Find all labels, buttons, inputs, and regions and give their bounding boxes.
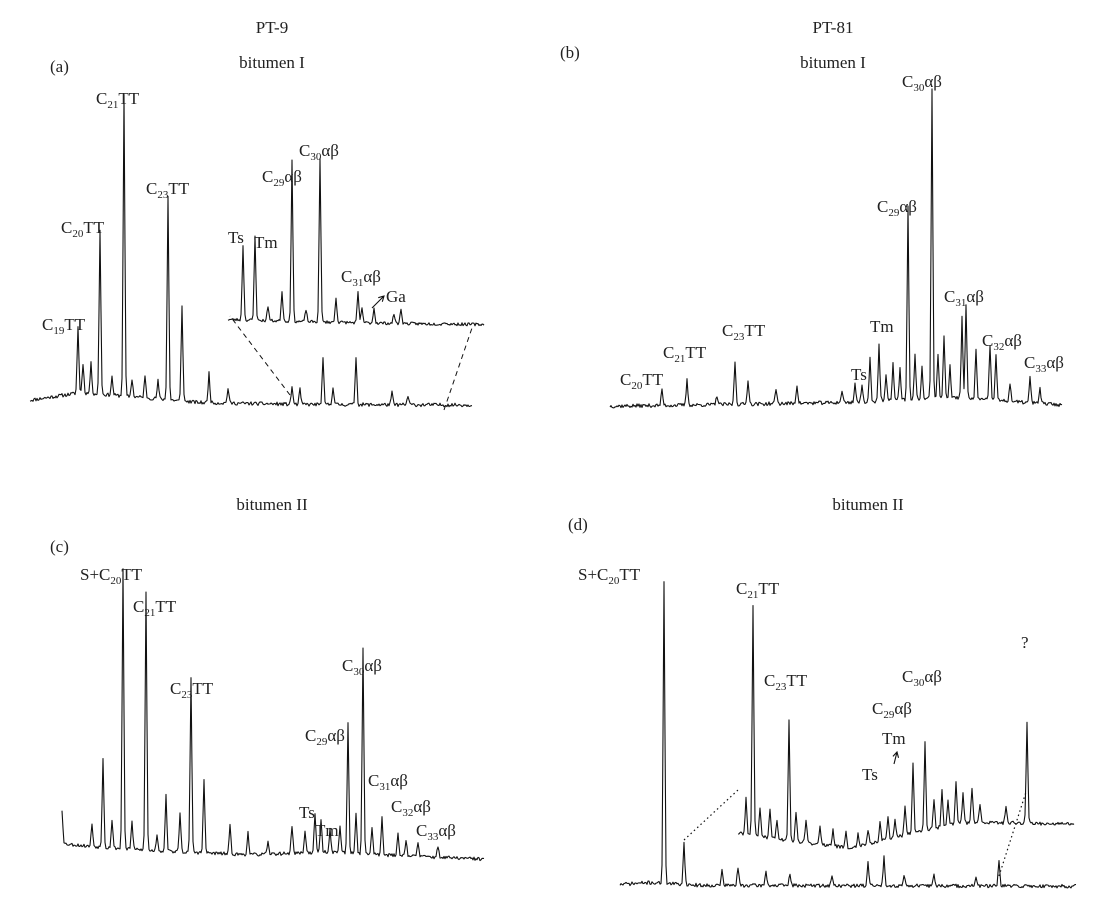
peak-label: C29αβ [872, 699, 912, 721]
panel-letter: (b) [560, 43, 580, 62]
panel-title: bitumen II [236, 495, 308, 514]
peak-label: C21TT [133, 597, 177, 619]
panel-title: bitumen I [800, 53, 866, 72]
peak-label: C31αβ [944, 287, 984, 309]
panel-a: PT-9 bitumen I (a) C19TT C20TT C21TT C23TT Ts Tm… [29, 18, 485, 411]
zoom-guide-line [443, 327, 473, 411]
peak-label: Ts [851, 365, 867, 384]
peak-label: C21TT [736, 579, 780, 601]
peak-label: C23TT [764, 671, 808, 693]
peak-label: S+C20TT [578, 565, 641, 587]
zoom-guide-line [229, 315, 291, 396]
peak-label: C32αβ [391, 797, 431, 819]
chromatogram-trace [29, 94, 473, 408]
peak-label: C29αβ [262, 167, 302, 189]
peak-label: Tm [870, 317, 894, 336]
peak-label: C30αβ [902, 72, 942, 94]
sample-label: PT-9 [256, 18, 288, 37]
peak-label: C30αβ [902, 667, 942, 689]
peak-label: C33αβ [1024, 353, 1064, 375]
chromatogram-trace [609, 88, 1063, 409]
panel-letter: (c) [50, 537, 69, 556]
panel-letter: (d) [568, 515, 588, 534]
inset-trace [737, 605, 1075, 850]
chromatogram-trace [619, 581, 1077, 889]
peak-label: C30αβ [342, 656, 382, 678]
peak-label: C21TT [96, 89, 140, 111]
sample-label: PT-81 [813, 18, 854, 37]
peak-label: C23TT [722, 321, 766, 343]
zoom-guide-line [683, 789, 739, 841]
peak-label: Ts [862, 765, 878, 784]
peak-label: C20TT [620, 370, 664, 392]
arrow-icon [892, 750, 900, 765]
peak-label: C31αβ [341, 267, 381, 289]
peak-label: Ts [299, 803, 315, 822]
zoom-guide-line [998, 791, 1027, 877]
peak-label: C29αβ [305, 726, 345, 748]
peak-label: C21TT [663, 343, 707, 365]
peak-label: S+C20TT [80, 565, 143, 587]
arrow-icon [371, 295, 385, 309]
panel-title: bitumen I [239, 53, 305, 72]
peak-label: C32αβ [982, 331, 1022, 353]
peak-label: C23TT [170, 679, 214, 701]
peak-label: Ga [386, 287, 406, 306]
panel-letter: (a) [50, 57, 69, 76]
inset-trace [227, 157, 485, 327]
peak-label: C31αβ [368, 771, 408, 793]
peak-label: C33αβ [416, 821, 456, 843]
peak-label: C29αβ [877, 197, 917, 219]
peak-label: C19TT [42, 315, 86, 337]
chromatogram-trace [61, 568, 485, 862]
peak-label: C23TT [146, 179, 190, 201]
peak-label: C30αβ [299, 141, 339, 163]
panel-title: bitumen II [832, 495, 904, 514]
panel-b: PT-81 bitumen I (b) C20TT C21TT C23TT Ts Tm C29α… [560, 18, 1064, 409]
peak-label: Tm [254, 233, 278, 252]
peak-label: ? [1021, 633, 1029, 652]
peak-label: C20TT [61, 218, 105, 240]
peak-label: Ts [228, 228, 244, 247]
peak-label: Tm [882, 729, 906, 748]
peak-label: Tm [315, 821, 339, 840]
